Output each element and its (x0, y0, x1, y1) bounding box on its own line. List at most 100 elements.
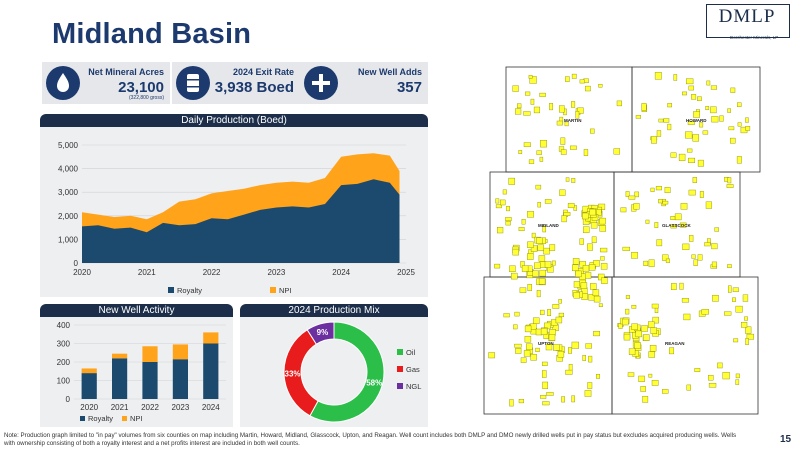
x-tick-label: 2023 (268, 268, 286, 277)
tract (542, 401, 550, 406)
tract (635, 115, 642, 119)
tract (729, 137, 736, 144)
y-tick-label: 2,000 (58, 212, 79, 221)
tract (688, 157, 696, 163)
tract (539, 92, 546, 97)
tract (634, 191, 639, 198)
tract (533, 317, 540, 325)
tract (525, 91, 531, 96)
tract (600, 256, 605, 261)
tract (535, 184, 542, 190)
tract (514, 311, 520, 317)
tract (633, 203, 640, 210)
y-tick-label: 400 (57, 321, 71, 330)
tract (737, 122, 742, 127)
tract (674, 213, 682, 221)
tract (658, 199, 663, 204)
tract (531, 232, 536, 239)
tract (544, 261, 552, 268)
tract (536, 237, 543, 244)
tract (689, 235, 694, 242)
bar-npi-2020 (81, 368, 97, 374)
y-tick-label: 4,000 (58, 165, 79, 174)
tract (551, 260, 556, 266)
county-label-martin: MARTIN (564, 118, 582, 123)
bar-royalty-2024 (203, 343, 219, 399)
tract (701, 309, 709, 315)
tract (572, 258, 580, 265)
tract (648, 351, 655, 358)
tract (590, 221, 598, 229)
x-tick-label: 2020 (80, 403, 98, 412)
tract (567, 203, 575, 208)
tract (650, 327, 658, 334)
tract (549, 244, 556, 251)
tract (628, 195, 636, 200)
tract (545, 343, 553, 351)
tract (585, 85, 591, 92)
tract (649, 345, 657, 352)
tract (558, 312, 565, 318)
x-tick-label: 2021 (138, 268, 156, 277)
tract (561, 215, 567, 223)
legend-ngl: NGL (406, 382, 421, 391)
tract (582, 265, 590, 272)
tract (503, 313, 510, 318)
tract (596, 374, 600, 379)
tract (655, 186, 663, 191)
tract (651, 136, 657, 144)
stat-label: New Well Adds (357, 67, 422, 77)
legend-npi-swatch (122, 416, 127, 421)
tract (598, 303, 603, 307)
tract (568, 347, 572, 354)
oil-barrel-icon (176, 66, 210, 100)
tract (745, 326, 752, 334)
tract (513, 324, 518, 330)
y-tick-label: 200 (57, 358, 71, 367)
new-well-activity-header: New Well Activity (40, 304, 233, 317)
county-label-midland: MIDLAND (538, 223, 559, 228)
tract (518, 150, 523, 154)
tract (523, 142, 531, 147)
tract (530, 98, 535, 105)
tract (558, 299, 562, 304)
tract (634, 342, 641, 349)
tract (686, 384, 692, 391)
tract (537, 244, 544, 252)
slice-label-gas: 33% (285, 369, 301, 378)
tract (658, 118, 664, 123)
bar-npi-2022 (142, 346, 158, 362)
tract (651, 380, 659, 386)
tract (509, 399, 514, 407)
logo-subtitle: Dorchester Minerals, LP (730, 35, 779, 40)
tract (711, 261, 717, 268)
tract (711, 116, 719, 123)
tract (732, 287, 739, 292)
tract (687, 121, 695, 125)
x-tick-label: 2021 (111, 403, 129, 412)
tract (569, 145, 577, 150)
tract (652, 316, 659, 324)
tract (523, 350, 531, 357)
tract (641, 103, 647, 111)
tract (542, 225, 547, 233)
tract (527, 241, 534, 248)
tract (542, 381, 549, 389)
tract (678, 153, 686, 161)
y-tick-label: 300 (57, 340, 71, 349)
tract (582, 226, 590, 233)
tract (505, 217, 512, 221)
stat-label: Net Mineral Acres (88, 67, 164, 77)
tract (702, 130, 709, 135)
tract (587, 243, 593, 251)
tract (563, 212, 571, 216)
tract (588, 264, 596, 271)
tract (600, 247, 608, 253)
tract (530, 323, 537, 330)
tract (601, 277, 608, 284)
tract (587, 382, 593, 389)
tract (568, 364, 573, 371)
tract (557, 351, 565, 358)
tract (645, 219, 650, 224)
bar-npi-2024 (203, 332, 219, 344)
